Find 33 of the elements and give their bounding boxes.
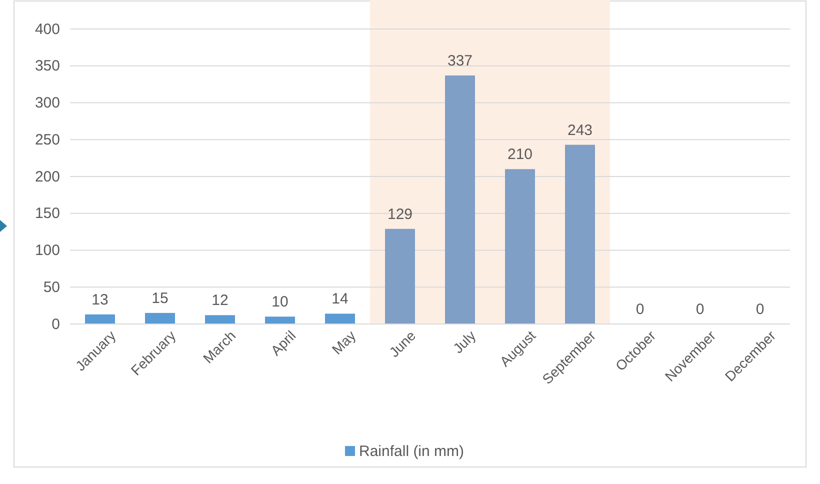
- data-label: 129: [387, 206, 413, 223]
- y-tick-label: 300: [34, 94, 60, 112]
- data-label: 0: [636, 301, 644, 318]
- data-label: 0: [696, 301, 704, 318]
- data-label: 13: [92, 291, 108, 308]
- bar: [205, 315, 235, 324]
- bar: [145, 312, 175, 324]
- bar: [445, 75, 475, 324]
- data-label: 0: [756, 301, 764, 318]
- y-tick-label: 350: [34, 58, 60, 75]
- x-tick-label: May: [328, 327, 359, 358]
- bar: [325, 314, 355, 324]
- y-tick-label: 400: [34, 20, 60, 38]
- data-label: 243: [567, 122, 593, 139]
- y-tick-label: 100: [34, 242, 60, 260]
- bar: [385, 228, 415, 324]
- data-label: 14: [332, 290, 348, 308]
- bar: [505, 169, 535, 324]
- y-tick-label: 0: [52, 316, 60, 333]
- data-label: 337: [447, 52, 473, 70]
- bar: [565, 144, 595, 324]
- data-label: 10: [272, 294, 288, 311]
- y-tick-label: 50: [43, 278, 60, 296]
- bar: [85, 314, 115, 324]
- data-label: 12: [212, 292, 228, 310]
- data-label: 15: [152, 290, 168, 307]
- x-tick-label: July: [450, 327, 479, 356]
- data-label: 210: [507, 146, 533, 164]
- y-tick-label: 250: [34, 131, 60, 148]
- y-tick-label: 200: [34, 168, 60, 186]
- legend-label: Rainfall (in mm): [359, 443, 464, 460]
- bar: [265, 316, 295, 324]
- y-tick-label: 150: [34, 205, 60, 222]
